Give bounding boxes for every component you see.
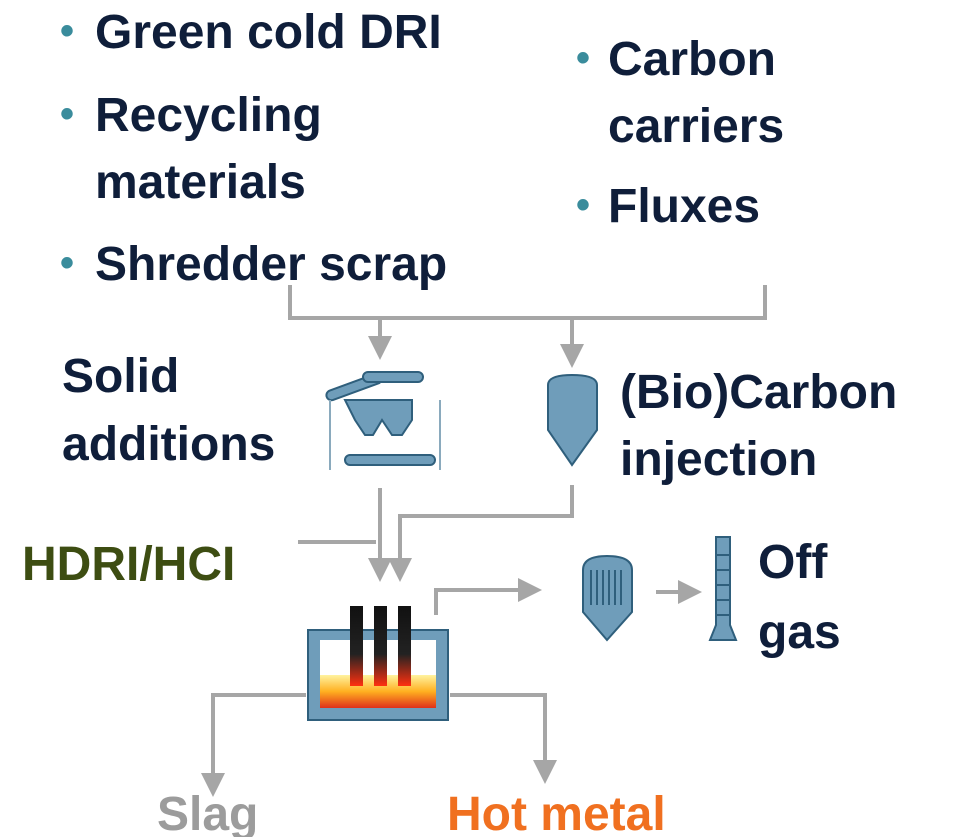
bullet: • (60, 241, 74, 285)
bullet: • (576, 36, 590, 80)
slag-label: Slag (157, 788, 258, 837)
off-gas-label: Off (758, 536, 828, 589)
off-gas-label: gas (758, 606, 841, 659)
hdri-label: HDRI/HCI (22, 538, 235, 591)
input-label: materials (95, 156, 306, 209)
bullet: • (60, 9, 74, 53)
hot-metal-label: Hot metal (447, 788, 666, 837)
input-label: Recycling (95, 89, 322, 142)
input-label: Carbon (608, 33, 776, 86)
bullet: • (576, 183, 590, 227)
stack (708, 536, 738, 641)
carbon-injection-label: injection (620, 433, 817, 486)
solid-additions-label: additions (62, 418, 275, 471)
input-label: Fluxes (608, 180, 760, 233)
furnace (307, 606, 449, 721)
bullet: • (60, 92, 74, 136)
connectors (201, 285, 767, 797)
solid-additions-label: Solid (62, 350, 179, 403)
carbon-injection-label: (Bio)Carbon (620, 366, 897, 419)
input-label: carriers (608, 100, 784, 153)
texts: • Green cold DRI • Recycling materials • Shred… (22, 6, 897, 837)
solid-additions-icon (325, 371, 441, 470)
carbon-silo (547, 373, 598, 467)
input-label: Green cold DRI (95, 6, 442, 59)
filter (582, 554, 633, 642)
input-label: Shredder scrap (95, 238, 447, 291)
